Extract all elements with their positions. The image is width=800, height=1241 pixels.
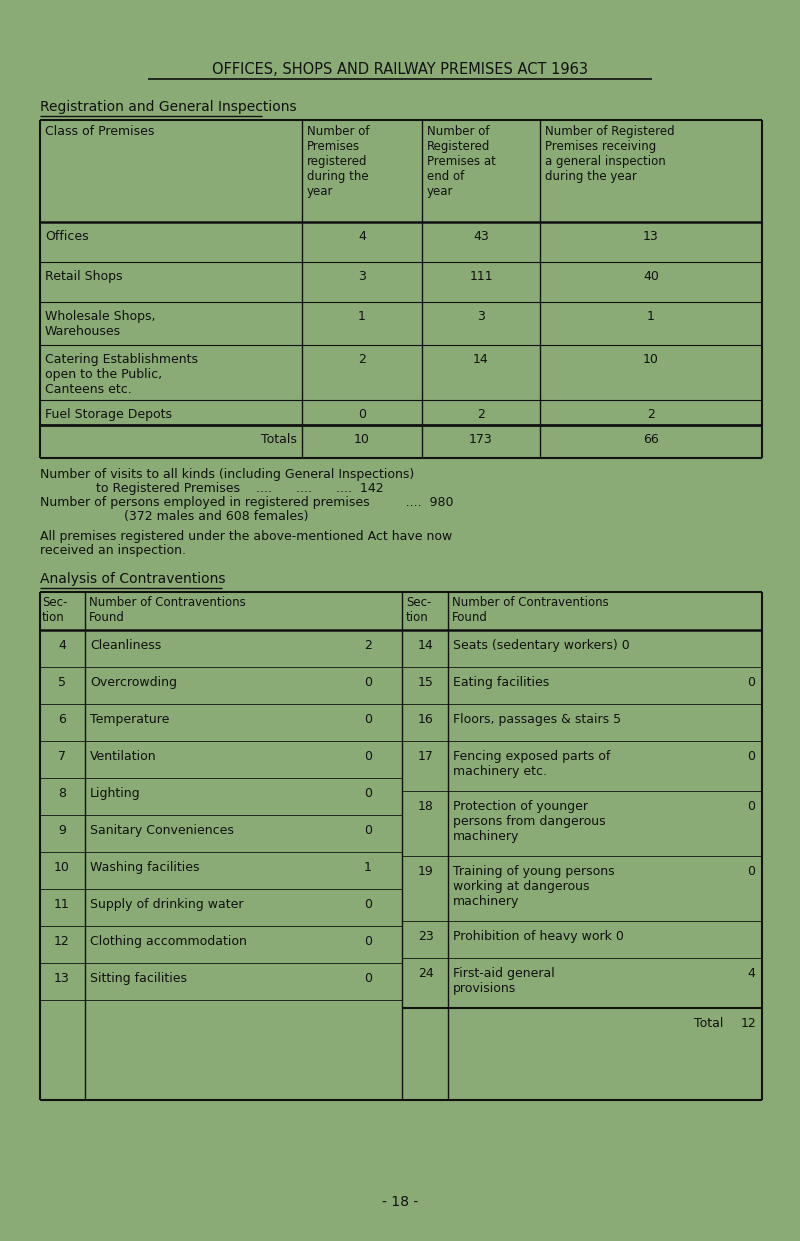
Text: Washing facilities: Washing facilities — [90, 861, 199, 874]
Text: OFFICES, SHOPS AND RAILWAY PREMISES ACT 1963: OFFICES, SHOPS AND RAILWAY PREMISES ACT … — [212, 62, 588, 77]
Text: 3: 3 — [358, 271, 366, 283]
Text: Protection of younger
persons from dangerous
machinery: Protection of younger persons from dange… — [453, 800, 606, 843]
Text: 0: 0 — [747, 750, 755, 763]
Text: Ventilation: Ventilation — [90, 750, 157, 763]
Text: 0: 0 — [364, 676, 372, 689]
Text: 7: 7 — [58, 750, 66, 763]
Text: 14: 14 — [473, 352, 489, 366]
Text: 11: 11 — [54, 898, 70, 911]
Text: Class of Premises: Class of Premises — [45, 125, 154, 138]
Text: 2: 2 — [364, 639, 372, 652]
Text: 17: 17 — [418, 750, 434, 763]
Text: Temperature: Temperature — [90, 714, 170, 726]
Text: Overcrowding: Overcrowding — [90, 676, 177, 689]
Text: 1: 1 — [364, 861, 372, 874]
Text: Seats (sedentary workers) 0: Seats (sedentary workers) 0 — [453, 639, 630, 652]
Text: Catering Establishments
open to the Public,
Canteens etc.: Catering Establishments open to the Publ… — [45, 352, 198, 396]
Text: 0: 0 — [747, 865, 755, 877]
Text: Fuel Storage Depots: Fuel Storage Depots — [45, 408, 172, 421]
Text: Number of visits to all kinds (including General Inspections): Number of visits to all kinds (including… — [40, 468, 414, 482]
Text: 0: 0 — [364, 750, 372, 763]
Text: Clothing accommodation: Clothing accommodation — [90, 934, 247, 948]
Text: 16: 16 — [418, 714, 434, 726]
Text: 4: 4 — [358, 230, 366, 243]
Text: 43: 43 — [473, 230, 489, 243]
Text: Sanitary Conveniences: Sanitary Conveniences — [90, 824, 234, 836]
Text: Supply of drinking water: Supply of drinking water — [90, 898, 243, 911]
Text: Sitting facilities: Sitting facilities — [90, 972, 187, 985]
Text: Registration and General Inspections: Registration and General Inspections — [40, 101, 297, 114]
Text: 23: 23 — [418, 930, 434, 943]
Text: 13: 13 — [54, 972, 70, 985]
Text: 0: 0 — [364, 934, 372, 948]
Text: 18: 18 — [418, 800, 434, 813]
Text: Number of
Registered
Premises at
end of
year: Number of Registered Premises at end of … — [427, 125, 496, 199]
Text: Number of
Premises
registered
during the
year: Number of Premises registered during the… — [307, 125, 370, 199]
Text: 14: 14 — [418, 639, 434, 652]
Text: Totals: Totals — [261, 433, 297, 446]
Text: Offices: Offices — [45, 230, 89, 243]
Text: 0: 0 — [747, 800, 755, 813]
Text: 111: 111 — [469, 271, 493, 283]
Text: 0: 0 — [364, 824, 372, 836]
Text: 12: 12 — [740, 1018, 756, 1030]
Text: Number of Registered
Premises receiving
a general inspection
during the year: Number of Registered Premises receiving … — [545, 125, 674, 182]
Text: 1: 1 — [647, 310, 655, 323]
Text: 5: 5 — [58, 676, 66, 689]
Text: Cleanliness: Cleanliness — [90, 639, 162, 652]
Text: 12: 12 — [54, 934, 70, 948]
Text: 24: 24 — [418, 967, 434, 980]
Text: 2: 2 — [358, 352, 366, 366]
Text: Fencing exposed parts of
machinery etc.: Fencing exposed parts of machinery etc. — [453, 750, 610, 778]
Text: 9: 9 — [58, 824, 66, 836]
Text: 0: 0 — [364, 898, 372, 911]
Text: 2: 2 — [477, 408, 485, 421]
Text: 4: 4 — [747, 967, 755, 980]
Text: Number of persons employed in registered premises         ....  980: Number of persons employed in registered… — [40, 496, 454, 509]
Text: Retail Shops: Retail Shops — [45, 271, 122, 283]
Text: 173: 173 — [469, 433, 493, 446]
Text: Sec-
tion: Sec- tion — [42, 596, 67, 624]
Text: First-aid general
provisions: First-aid general provisions — [453, 967, 554, 995]
Text: Wholesale Shops,
Warehouses: Wholesale Shops, Warehouses — [45, 310, 155, 338]
Text: 0: 0 — [364, 972, 372, 985]
Text: Sec-
tion: Sec- tion — [406, 596, 431, 624]
Text: Eating facilities: Eating facilities — [453, 676, 550, 689]
Text: Number of Contraventions
Found: Number of Contraventions Found — [452, 596, 609, 624]
Text: Prohibition of heavy work 0: Prohibition of heavy work 0 — [453, 930, 624, 943]
Text: 15: 15 — [418, 676, 434, 689]
Text: 4: 4 — [58, 639, 66, 652]
Text: 1: 1 — [358, 310, 366, 323]
Text: Training of young persons
working at dangerous
machinery: Training of young persons working at dan… — [453, 865, 614, 908]
Text: Analysis of Contraventions: Analysis of Contraventions — [40, 572, 226, 586]
Text: 0: 0 — [364, 714, 372, 726]
Text: Floors, passages & stairs 5: Floors, passages & stairs 5 — [453, 714, 621, 726]
Text: 2: 2 — [647, 408, 655, 421]
Text: Total: Total — [694, 1018, 723, 1030]
Text: - 18 -: - 18 - — [382, 1195, 418, 1209]
Text: 40: 40 — [643, 271, 659, 283]
Text: Lighting: Lighting — [90, 787, 141, 800]
Text: 6: 6 — [58, 714, 66, 726]
Text: 3: 3 — [477, 310, 485, 323]
Text: 13: 13 — [643, 230, 659, 243]
Text: 10: 10 — [354, 433, 370, 446]
Text: 0: 0 — [747, 676, 755, 689]
Text: 8: 8 — [58, 787, 66, 800]
Text: All premises registered under the above-mentioned Act have now: All premises registered under the above-… — [40, 530, 452, 544]
Text: received an inspection.: received an inspection. — [40, 544, 186, 557]
Text: to Registered Premises    ....      ....      ....  142: to Registered Premises .... .... .... 14… — [40, 482, 384, 495]
Text: 10: 10 — [54, 861, 70, 874]
Text: Number of Contraventions
Found: Number of Contraventions Found — [89, 596, 246, 624]
Text: 19: 19 — [418, 865, 434, 877]
Text: (372 males and 608 females): (372 males and 608 females) — [40, 510, 309, 522]
Text: 66: 66 — [643, 433, 659, 446]
Text: 0: 0 — [358, 408, 366, 421]
Text: 10: 10 — [643, 352, 659, 366]
Text: 0: 0 — [364, 787, 372, 800]
